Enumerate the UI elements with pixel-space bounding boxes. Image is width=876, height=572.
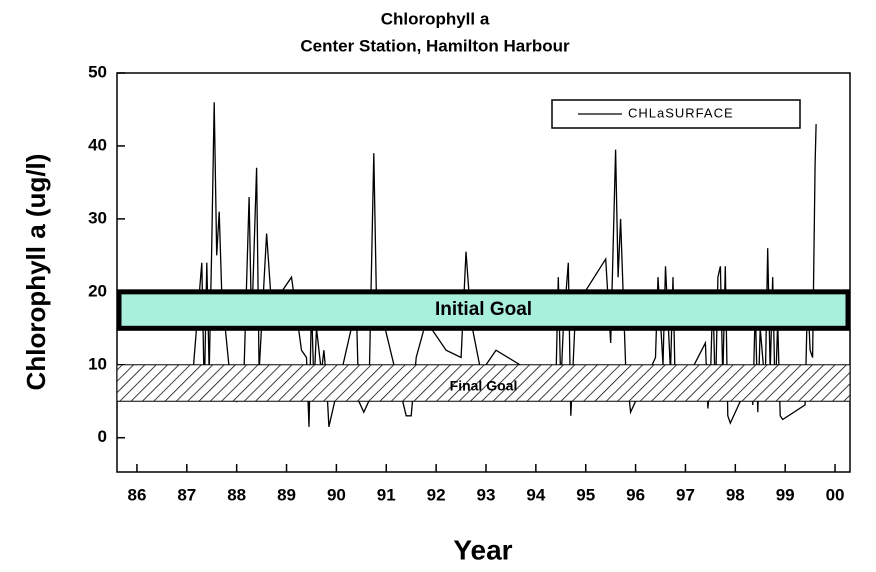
goal-label: Initial Goal xyxy=(435,299,532,320)
x-tick-label: 86 xyxy=(127,485,146,504)
chart-subtitle: Center Station, Hamilton Harbour xyxy=(300,36,570,55)
goal-band xyxy=(116,364,851,402)
x-tick-label: 97 xyxy=(676,485,695,504)
x-tick-label: 88 xyxy=(227,485,246,504)
goal-label: Final Goal xyxy=(450,378,518,394)
plot-frame xyxy=(116,72,851,473)
x-tick-label: 87 xyxy=(177,485,196,504)
x-axis-label: Year xyxy=(453,534,512,565)
y-axis-label: Chlorophyll a (ug/l) xyxy=(21,154,51,391)
legend-label: CHLaSURFACE xyxy=(628,105,734,120)
x-tick-label: 99 xyxy=(776,485,795,504)
chart-title: Chlorophyll a xyxy=(381,9,490,28)
x-tick-label: 89 xyxy=(277,485,296,504)
x-tick-label: 00 xyxy=(826,485,845,504)
y-tick-label: 30 xyxy=(88,208,107,227)
y-tick-label: 0 xyxy=(98,427,107,446)
x-tick-label: 95 xyxy=(576,485,595,504)
x-tick-label: 90 xyxy=(327,485,346,504)
x-tick-label: 92 xyxy=(427,485,446,504)
y-tick-label: 40 xyxy=(88,135,107,154)
x-tick-label: 91 xyxy=(377,485,396,504)
y-tick-label: 10 xyxy=(88,354,107,373)
x-tick-label: 94 xyxy=(526,485,545,504)
x-tick-label: 96 xyxy=(626,485,645,504)
goal-band xyxy=(116,289,851,331)
y-tick-label: 20 xyxy=(88,281,107,300)
x-tick-label: 98 xyxy=(726,485,745,504)
y-tick-label: 50 xyxy=(88,62,107,81)
x-tick-label: 93 xyxy=(477,485,496,504)
